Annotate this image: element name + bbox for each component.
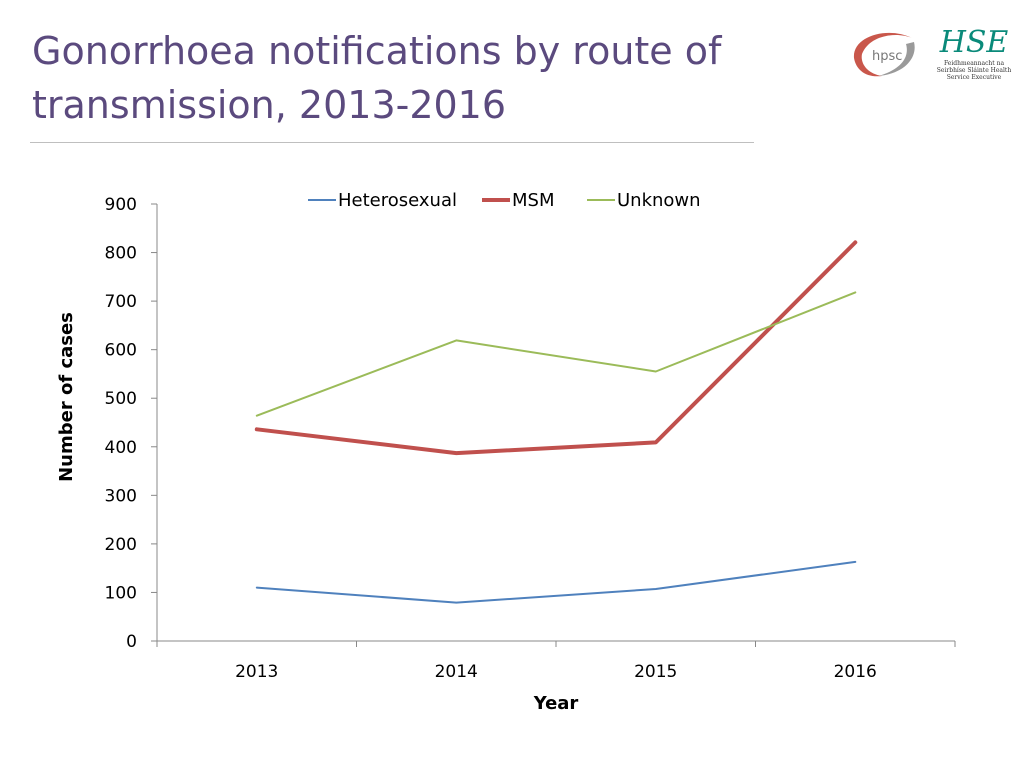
y-tick-label: 100	[105, 583, 137, 603]
x-tick-label: 2014	[435, 662, 478, 682]
hpsc-swoosh	[853, 32, 912, 77]
series-line-msm	[254, 240, 858, 456]
legend-label-msm: MSM	[512, 190, 555, 211]
hse-logo-subtitle: Feidhmeannacht na Seirbhíse Sláinte Heal…	[936, 60, 1012, 81]
slide-title: Gonorrhoea notifications by route of tra…	[32, 29, 722, 127]
series-lines	[254, 240, 858, 604]
y-tick-label: 400	[105, 438, 137, 458]
y-tick-label: 300	[105, 486, 137, 506]
y-tick-label: 800	[105, 244, 137, 264]
y-tick-label: 0	[126, 632, 137, 652]
title-divider	[30, 142, 754, 143]
y-tick-label: 500	[105, 389, 137, 409]
y-tick-label: 700	[105, 292, 137, 312]
y-tick-label: 200	[105, 535, 137, 555]
series-line-unknown	[255, 291, 857, 417]
legend-label-heterosexual: Heterosexual	[338, 190, 457, 211]
hse-logo-text: HSE	[939, 25, 1009, 60]
y-axis: 0 100 200 300 400 500 600 700 800 900	[105, 195, 158, 652]
legend-label-unknown: Unknown	[617, 190, 701, 211]
y-tick-label: 600	[105, 341, 137, 361]
hse-logo: HSE	[939, 25, 1009, 60]
hpsc-logo: hpsc	[853, 32, 915, 77]
hpsc-logo-text: hpsc	[872, 49, 902, 64]
x-tick-label: 2013	[235, 662, 278, 682]
chart-legend: Heterosexual MSM Unknown	[308, 190, 701, 211]
x-tick-label: 2016	[834, 662, 877, 682]
hpsc-swoosh-grey	[878, 42, 915, 76]
series-line-heterosexual	[255, 560, 857, 604]
x-axis-title: Year	[533, 693, 579, 714]
y-axis-title: Number of cases	[56, 312, 77, 482]
line-chart: Heterosexual MSM Unknown 0 100 200 300 400 500 6…	[56, 190, 956, 714]
x-tick-label: 2015	[634, 662, 677, 682]
x-axis: 2013 2014 2015 2016	[156, 640, 956, 682]
y-tick-label: 900	[105, 195, 137, 215]
